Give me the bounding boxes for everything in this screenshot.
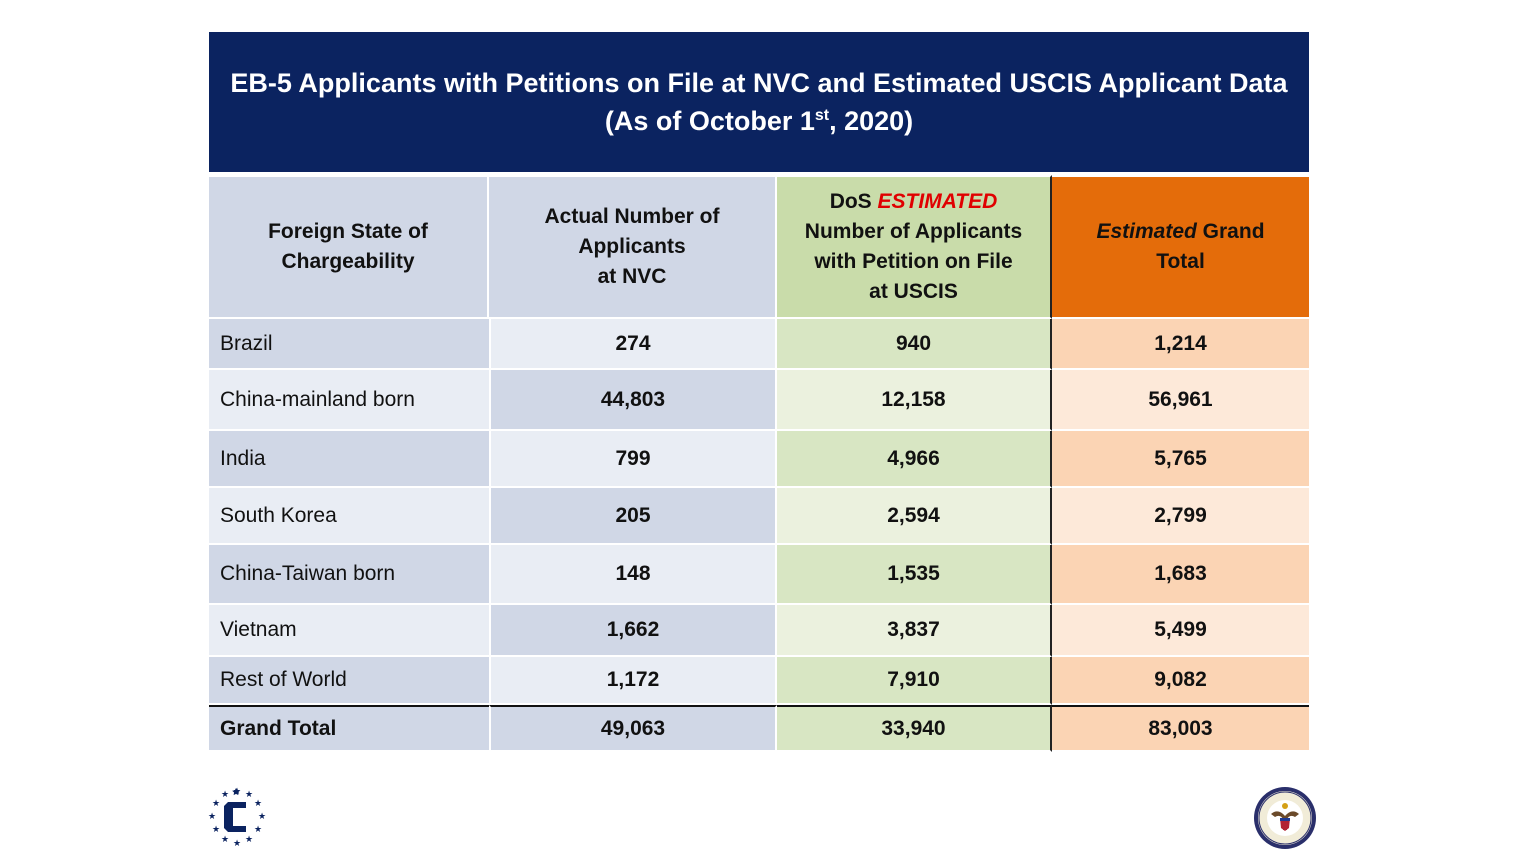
cell-dos: 1,535	[777, 545, 1052, 605]
header-total-estimated-word: Estimated	[1096, 220, 1197, 243]
table-row: Brazil 274 940 1,214	[209, 319, 1309, 370]
table-row: South Korea 205 2,594 2,799	[209, 488, 1309, 545]
cell-actual: 1,662	[489, 605, 777, 657]
svg-text:★: ★	[245, 835, 253, 845]
cell-state: Rest of World	[209, 657, 489, 705]
title-banner: EB-5 Applicants with Petitions on File a…	[209, 32, 1309, 172]
header-foreign-state: Foreign State of Chargeability	[209, 175, 489, 319]
cell-state: Brazil	[209, 319, 489, 370]
cell-actual: 1,172	[489, 657, 777, 705]
cell-total: 1,214	[1052, 319, 1309, 370]
svg-text:★: ★	[221, 835, 229, 845]
title-line-2: (As of October 1st, 2020)	[605, 102, 913, 140]
table-row: China-mainland born 44,803 12,158 56,961	[209, 370, 1309, 431]
cell-state: Grand Total	[209, 705, 489, 752]
cell-dos: 7,910	[777, 657, 1052, 705]
header-total-grand-word: Grand	[1196, 220, 1265, 243]
svg-text:★: ★	[208, 812, 216, 822]
title-date-suffix: , 2020)	[829, 106, 914, 136]
header-actual-line-2: Applicants	[578, 235, 686, 258]
c-star-logo-icon: ★ ★ ★ ★ ★ ★ ★ ★ ★ ★ ★ ★	[208, 787, 266, 848]
table-row: Rest of World 1,172 7,910 9,082	[209, 657, 1309, 705]
svg-text:★: ★	[245, 790, 253, 800]
cell-total: 1,683	[1052, 545, 1309, 605]
cell-dos: 4,966	[777, 431, 1052, 488]
header-dos-line-2: Number of Applicants	[804, 220, 1023, 243]
cell-total: 2,799	[1052, 488, 1309, 545]
cell-actual: 205	[489, 488, 777, 545]
cell-actual: 44,803	[489, 370, 777, 431]
cell-total: 9,082	[1052, 657, 1309, 705]
table-row: India 799 4,966 5,765	[209, 431, 1309, 488]
header-actual-nvc: Actual Number of Applicants at NVC	[489, 175, 777, 319]
cell-actual: 274	[489, 319, 777, 370]
header-total-line-2: Total	[1156, 250, 1205, 273]
svg-text:★: ★	[254, 799, 262, 809]
cell-state: India	[209, 431, 489, 488]
state-department-seal-icon	[1254, 787, 1316, 849]
header-dos-prefix: DoS	[829, 190, 878, 213]
cell-dos: 940	[777, 319, 1052, 370]
applicant-data-table: Foreign State of Chargeability Actual Nu…	[209, 175, 1309, 752]
cell-actual: 799	[489, 431, 777, 488]
header-dos-estimated-word: ESTIMATED	[877, 190, 998, 213]
table-row: Vietnam 1,662 3,837 5,499	[209, 605, 1309, 657]
svg-text:★: ★	[233, 787, 241, 797]
cell-dos: 12,158	[777, 370, 1052, 431]
cell-state: China-Taiwan born	[209, 545, 489, 605]
header-dos-line-1: DoS ESTIMATED	[787, 187, 1040, 217]
header-dos-estimated: DoS ESTIMATED Number of Applicants with …	[777, 175, 1052, 319]
cell-total: 56,961	[1052, 370, 1309, 431]
header-actual-line-3: at NVC	[597, 265, 667, 288]
svg-text:★: ★	[233, 839, 241, 848]
header-state-line-1: Foreign State of	[268, 220, 428, 243]
cell-dos: 2,594	[777, 488, 1052, 545]
header-actual-line-1: Actual Number of	[544, 205, 720, 228]
header-dos-line-4: at USCIS	[869, 280, 958, 303]
cell-total: 5,765	[1052, 431, 1309, 488]
title-line-1: EB-5 Applicants with Petitions on File a…	[230, 68, 1288, 98]
grand-total-row: Grand Total 49,063 33,940 83,003	[209, 705, 1309, 752]
svg-text:★: ★	[221, 790, 229, 800]
cell-state: Vietnam	[209, 605, 489, 657]
cell-actual: 148	[489, 545, 777, 605]
svg-text:★: ★	[254, 825, 262, 835]
cell-dos: 33,940	[777, 705, 1052, 752]
svg-text:★: ★	[258, 812, 266, 822]
cell-state: South Korea	[209, 488, 489, 545]
table-row: China-Taiwan born 148 1,535 1,683	[209, 545, 1309, 605]
header-estimated-grand-total: Estimated Grand Total	[1052, 175, 1309, 319]
svg-text:★: ★	[212, 825, 220, 835]
table-header-row: Foreign State of Chargeability Actual Nu…	[209, 175, 1309, 319]
svg-text:★: ★	[212, 799, 220, 809]
cell-total: 5,499	[1052, 605, 1309, 657]
cell-total: 83,003	[1052, 705, 1309, 752]
header-total-line-1: Estimated Grand	[1062, 217, 1299, 247]
cell-dos: 3,837	[777, 605, 1052, 657]
cell-actual: 49,063	[489, 705, 777, 752]
title-date-sup: st	[814, 107, 830, 124]
header-dos-line-3: with Petition on File	[814, 250, 1013, 273]
header-state-line-2: Chargeability	[281, 250, 415, 273]
title-date-prefix: (As of October 1	[604, 106, 815, 136]
cell-state: China-mainland born	[209, 370, 489, 431]
